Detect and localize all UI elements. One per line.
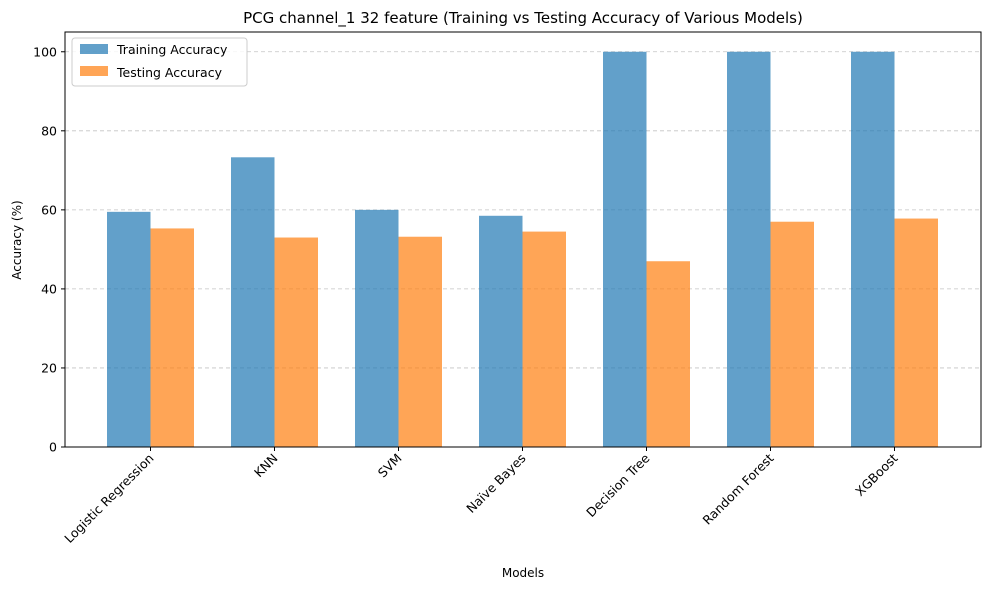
bar-testing-5 [770,221,814,447]
y-axis-label: Accuracy (%) [10,200,24,279]
legend-swatch-training [80,44,108,54]
bar-testing-6 [894,218,938,447]
x-tick-label-3: Naïve Bayes [463,451,528,516]
x-tick-label-6: XGBoost [852,450,901,499]
chart-title: PCG channel_1 32 feature (Training vs Te… [243,9,803,28]
bar-training-1 [231,157,275,448]
legend-label-training: Training Accuracy [116,42,228,57]
legend-swatch-testing [80,66,108,76]
y-tick-label-40: 40 [41,281,57,296]
legend: Training Accuracy Testing Accuracy [71,37,248,87]
y-tick-label-0: 0 [49,440,57,455]
bar-testing-3 [522,231,566,447]
x-axis-ticks: Logistic Regression KNN SVM Naïve Bayes Deci… [61,447,901,546]
bar-training-6 [851,51,895,448]
bar-training-0 [107,211,151,447]
legend-label-testing: Testing Accuracy [116,65,223,80]
y-tick-label-60: 60 [41,202,57,217]
x-tick-label-2: SVM [375,451,405,481]
bar-testing-0 [150,228,194,447]
bar-training-4 [603,51,647,448]
y-tick-label-20: 20 [41,360,57,375]
y-tick-label-80: 80 [41,123,57,138]
x-tick-label-0: Logistic Regression [61,451,156,546]
x-tick-label-4: Decision Tree [583,450,653,520]
bar-testing-2 [398,236,442,447]
bar-training-3 [479,215,523,447]
bar-training-2 [355,209,399,447]
bar-testing-1 [274,237,318,447]
bars [107,51,938,448]
x-tick-label-1: KNN [251,451,281,481]
y-axis-ticks: 0 20 40 60 80 100 [33,44,65,455]
legend-box [71,37,248,87]
bar-testing-4 [646,261,690,447]
y-tick-label-100: 100 [33,44,57,59]
x-tick-label-5: Random Forest [699,450,776,527]
x-axis-label: Models [502,566,544,580]
bar-training-5 [727,51,771,448]
